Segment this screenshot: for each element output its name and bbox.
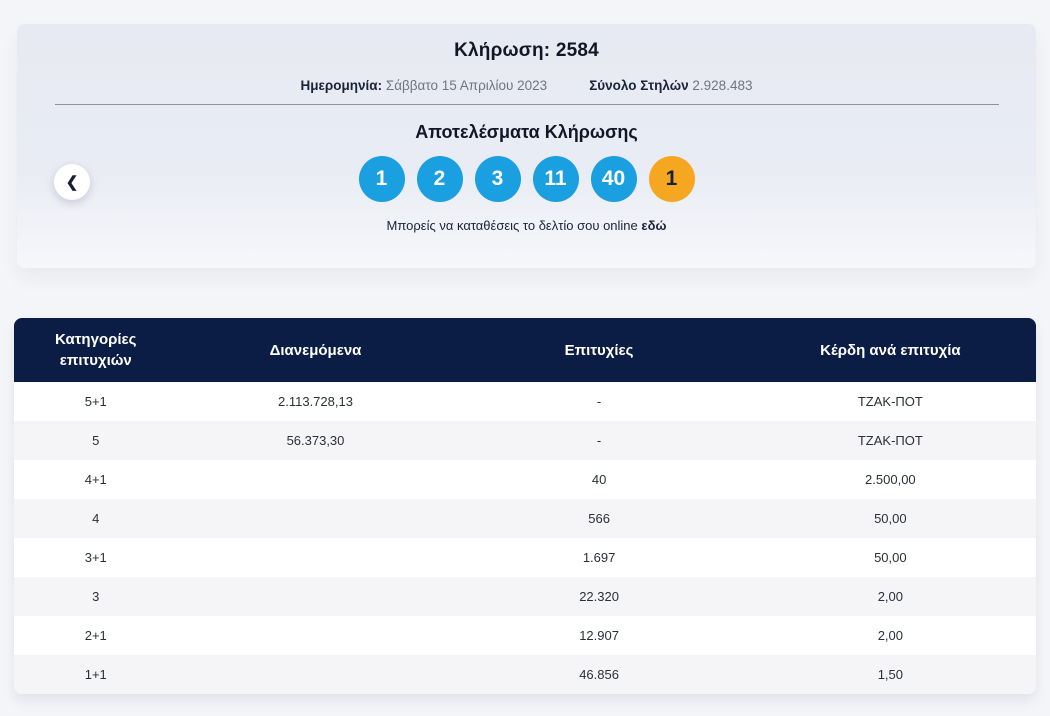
cell-winners: 12.907 <box>579 628 619 643</box>
draw-title: Κλήρωση: 2584 <box>454 40 599 61</box>
cell-category: 1+1 <box>84 667 107 682</box>
cell-prize: 2.500,00 <box>865 472 916 487</box>
results-title: Αποτελέσματα Κλήρωσης <box>415 122 638 142</box>
header-winners: Επιτυχίες <box>453 318 745 382</box>
cell-winners: 22.320 <box>579 589 619 604</box>
winnings-table: Κατηγορίες επιτυχιών Διανεμόμενα Επιτυχί… <box>14 318 1036 694</box>
header-distributed: Διανεμόμενα <box>177 318 454 382</box>
draw-meta: Ημερομηνία: Σάββατο 15 Απριλίου 2023 Σύν… <box>17 78 1036 93</box>
date-label: Ημερομηνία: <box>300 78 383 93</box>
cell-category: 2+1 <box>84 628 107 643</box>
number-ball-1: 1 <box>358 156 405 202</box>
previous-draw-button[interactable]: ❮ <box>54 164 90 200</box>
cell-winners: - <box>596 433 602 448</box>
table-row: 3+1 1.697 50,00 <box>14 538 1036 577</box>
cell-category: 3+1 <box>84 550 107 565</box>
draw-date: Ημερομηνία: Σάββατο 15 Απριλίου 2023 <box>301 78 548 93</box>
cell-prize: 2,00 <box>877 628 904 643</box>
date-value: Σάββατο 15 Απριλίου 2023 <box>385 78 548 93</box>
cell-distributed <box>178 499 454 538</box>
cell-winners: 40 <box>591 472 607 487</box>
tzoker-ball: 1 <box>648 156 695 202</box>
cell-winners: - <box>596 394 602 409</box>
cell-prize: 2,00 <box>877 589 904 604</box>
number-ball-2: 2 <box>416 156 463 202</box>
cell-category: 5 <box>92 433 100 448</box>
card-divider <box>55 104 999 105</box>
header-categories: Κατηγορίες επιτυχιών <box>14 318 178 382</box>
chevron-left-icon: ❮ <box>65 174 79 191</box>
winnings-table-header: Κατηγορίες επιτυχιών Διανεμόμενα Επιτυχί… <box>14 318 1036 382</box>
cell-distributed <box>178 655 454 694</box>
total-columns: Σύνολο Στηλών 2.928.483 <box>589 78 752 93</box>
cell-distributed <box>178 538 454 577</box>
cell-winners: 1.697 <box>582 550 616 565</box>
total-columns-value: 2.928.483 <box>692 78 753 93</box>
cell-category: 4+1 <box>84 472 107 487</box>
cell-winners: 566 <box>588 511 610 526</box>
cell-prize: 1,50 <box>877 667 904 682</box>
winnings-table-body: 5+1 2.113.728,13 - ΤΖΑΚ-ΠΟΤ 5 56.373,30 … <box>14 382 1036 694</box>
table-row: 5+1 2.113.728,13 - ΤΖΑΚ-ΠΟΤ <box>14 382 1036 421</box>
cell-distributed <box>178 460 454 499</box>
cell-prize: ΤΖΑΚ-ΠΟΤ <box>857 433 923 448</box>
number-ball-3: 3 <box>474 156 521 202</box>
table-row: 4 566 50,00 <box>14 499 1036 538</box>
cta-link[interactable]: εδώ <box>641 218 667 233</box>
table-row: 1+1 46.856 1,50 <box>14 655 1036 694</box>
cell-distributed: 2.113.728,13 <box>278 394 353 409</box>
cta-text: Μπορείς να καταθέσεις το δελτίο σου onli… <box>386 218 638 233</box>
table-row: 5 56.373,30 - ΤΖΑΚ-ΠΟΤ <box>14 421 1036 460</box>
cell-distributed <box>178 616 454 655</box>
draw-results-card: Κλήρωση: 2584 Ημερομηνία: Σάββατο 15 Απρ… <box>17 24 1036 268</box>
total-columns-label: Σύνολο Στηλών <box>589 78 689 93</box>
cell-category: 4 <box>92 511 100 526</box>
number-ball-4: 11 <box>532 156 579 202</box>
cell-distributed: 56.373,30 <box>286 433 345 448</box>
cell-distributed <box>178 577 454 616</box>
cell-category: 3 <box>92 589 100 604</box>
cta-line: Μπορείς να καταθέσεις το δελτίο σου onli… <box>17 218 1036 233</box>
table-row: 3 22.320 2,00 <box>14 577 1036 616</box>
cell-prize: 50,00 <box>874 511 907 526</box>
cell-prize: 50,00 <box>874 550 907 565</box>
cell-category: 5+1 <box>84 394 107 409</box>
cell-winners: 46.856 <box>579 667 619 682</box>
cell-prize: ΤΖΑΚ-ΠΟΤ <box>857 394 923 409</box>
drawn-numbers: 1 2 3 11 40 1 <box>17 156 1036 202</box>
header-prize: Κέρδη ανά επιτυχία <box>744 318 1036 382</box>
table-row: 2+1 12.907 2,00 <box>14 616 1036 655</box>
table-row: 4+1 40 2.500,00 <box>14 460 1036 499</box>
number-ball-5: 40 <box>590 156 637 202</box>
